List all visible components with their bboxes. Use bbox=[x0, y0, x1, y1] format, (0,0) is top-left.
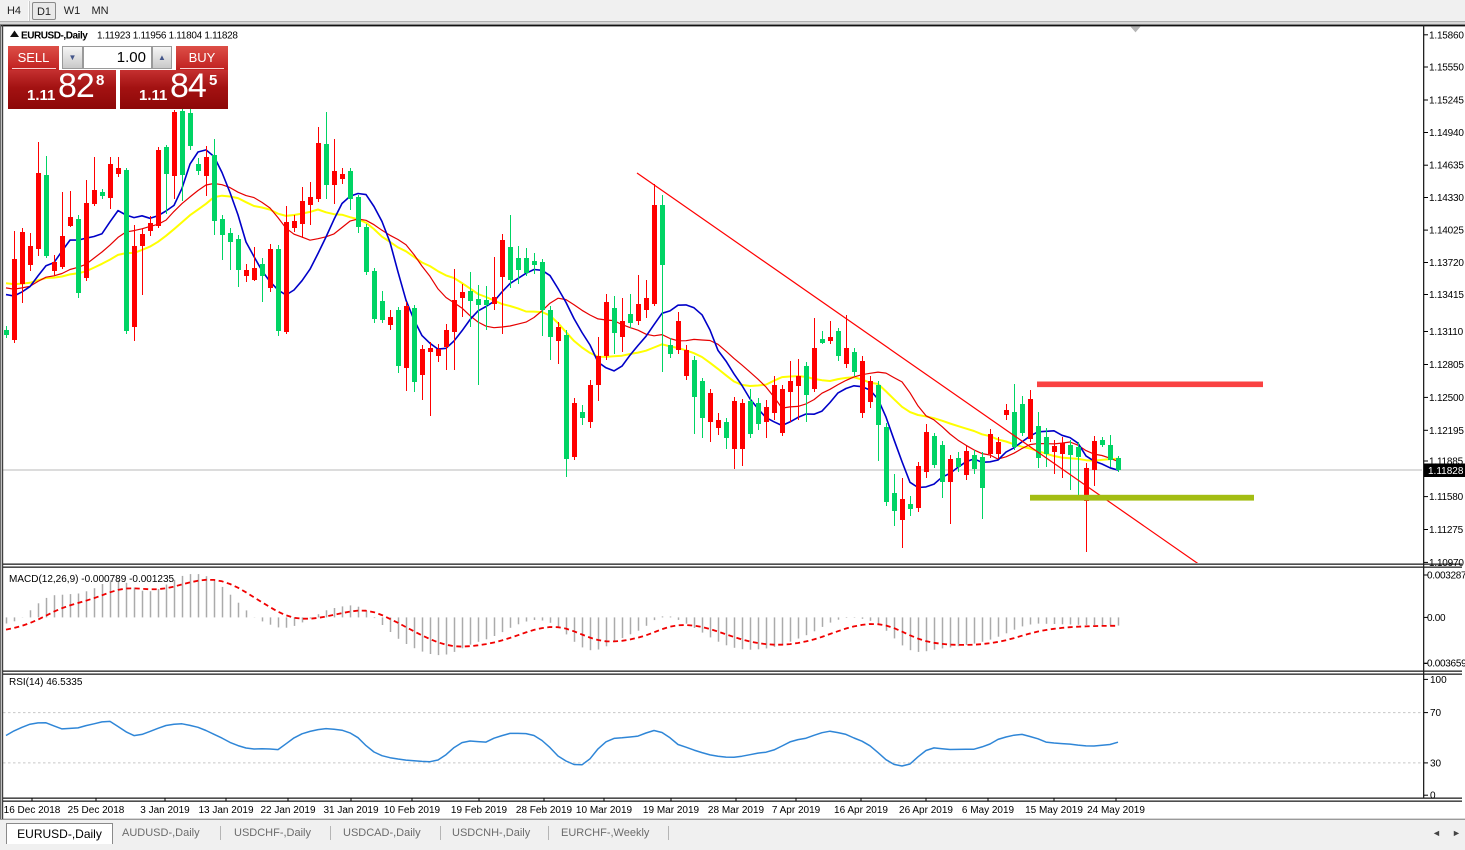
svg-text:19 Mar 2019: 19 Mar 2019 bbox=[643, 805, 700, 816]
svg-text:1.15245: 1.15245 bbox=[1429, 96, 1464, 107]
svg-text:1.13415: 1.13415 bbox=[1429, 290, 1464, 301]
svg-text:1.12195: 1.12195 bbox=[1429, 426, 1464, 437]
svg-text:1.13720: 1.13720 bbox=[1429, 258, 1464, 269]
svg-text:1.14025: 1.14025 bbox=[1429, 226, 1464, 237]
svg-text:0.003287: 0.003287 bbox=[1427, 571, 1465, 582]
svg-text:16 Dec 2018: 16 Dec 2018 bbox=[4, 805, 61, 816]
svg-text:0.00: 0.00 bbox=[1427, 613, 1446, 624]
svg-text:31 Jan 2019: 31 Jan 2019 bbox=[323, 805, 378, 816]
svg-text:1.12805: 1.12805 bbox=[1429, 360, 1464, 371]
svg-text:15 May 2019: 15 May 2019 bbox=[1025, 805, 1083, 816]
svg-text:0: 0 bbox=[1430, 791, 1436, 802]
svg-text:1.11828: 1.11828 bbox=[1428, 466, 1464, 477]
svg-text:1.15550: 1.15550 bbox=[1429, 63, 1464, 74]
svg-text:30: 30 bbox=[1430, 758, 1442, 769]
svg-text:1.14330: 1.14330 bbox=[1429, 193, 1464, 204]
svg-text:RSI(14) 46.5335: RSI(14) 46.5335 bbox=[9, 677, 83, 688]
svg-text:6 May 2019: 6 May 2019 bbox=[962, 805, 1015, 816]
svg-text:24 May 2019: 24 May 2019 bbox=[1087, 805, 1145, 816]
svg-text:1.12500: 1.12500 bbox=[1429, 393, 1464, 404]
svg-text:7 Apr 2019: 7 Apr 2019 bbox=[772, 805, 821, 816]
svg-text:1.11885: 1.11885 bbox=[1429, 457, 1464, 468]
svg-text:1.11275: 1.11275 bbox=[1429, 525, 1464, 536]
svg-text:10 Feb 2019: 10 Feb 2019 bbox=[384, 805, 441, 816]
svg-text:1.14635: 1.14635 bbox=[1429, 161, 1464, 172]
svg-text:10 Mar 2019: 10 Mar 2019 bbox=[576, 805, 633, 816]
svg-text:100: 100 bbox=[1430, 675, 1447, 686]
svg-text:13 Jan 2019: 13 Jan 2019 bbox=[198, 805, 253, 816]
svg-text:19 Feb 2019: 19 Feb 2019 bbox=[451, 805, 508, 816]
svg-text:1.11923 1.11956 1.11804 1.1182: 1.11923 1.11956 1.11804 1.11828 bbox=[97, 31, 238, 42]
svg-text:-0.003659: -0.003659 bbox=[1424, 659, 1465, 670]
svg-text:16 Apr 2019: 16 Apr 2019 bbox=[834, 805, 888, 816]
svg-text:1.15860: 1.15860 bbox=[1429, 30, 1464, 41]
svg-text:26 Apr 2019: 26 Apr 2019 bbox=[899, 805, 953, 816]
svg-text:1.14940: 1.14940 bbox=[1429, 128, 1464, 139]
svg-text:1.13110: 1.13110 bbox=[1429, 327, 1464, 338]
svg-text:EURUSD-,Daily: EURUSD-,Daily bbox=[21, 31, 88, 42]
svg-text:1.10970: 1.10970 bbox=[1429, 558, 1464, 569]
svg-text:25 Dec 2018: 25 Dec 2018 bbox=[68, 805, 125, 816]
svg-text:70: 70 bbox=[1430, 708, 1442, 719]
svg-text:1.11580: 1.11580 bbox=[1429, 492, 1464, 503]
svg-text:28 Mar 2019: 28 Mar 2019 bbox=[708, 805, 765, 816]
svg-text:28 Feb 2019: 28 Feb 2019 bbox=[516, 805, 573, 816]
svg-text:MACD(12,26,9) -0.000789 -0.001: MACD(12,26,9) -0.000789 -0.001235 bbox=[9, 574, 175, 585]
svg-text:3 Jan 2019: 3 Jan 2019 bbox=[140, 805, 190, 816]
svg-text:22 Jan 2019: 22 Jan 2019 bbox=[260, 805, 315, 816]
